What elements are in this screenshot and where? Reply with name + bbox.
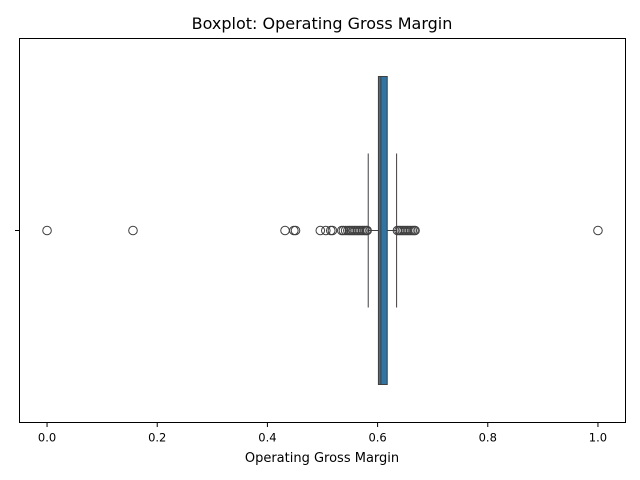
x-tick-label: 0.2 — [148, 431, 166, 445]
outliers — [42, 225, 603, 236]
outlier-point — [280, 225, 290, 236]
x-axis-ticks: 0.0 0.2 0.4 0.6 0.8 1.0 — [38, 422, 607, 445]
box-group — [367, 76, 398, 385]
outlier-point — [290, 225, 301, 236]
outlier-point — [593, 225, 603, 236]
x-tick-label: 0.4 — [258, 431, 276, 445]
outlier-point — [362, 225, 372, 236]
outlier-point — [410, 225, 420, 236]
chart-title: Boxplot: Operating Gross Margin — [192, 14, 453, 33]
outlier-point — [338, 225, 349, 236]
outlier-point — [321, 225, 331, 236]
outlier-point — [42, 225, 52, 236]
outlier-point — [315, 225, 326, 236]
plot-area — [19, 38, 626, 423]
x-tick-label: 0.6 — [368, 431, 386, 445]
outlier-point — [128, 225, 138, 236]
x-tick-label: 0.0 — [38, 431, 56, 445]
x-tick-label: 0.8 — [479, 431, 497, 445]
x-axis-label: Operating Gross Margin — [245, 451, 399, 466]
x-tick-label: 1.0 — [589, 431, 607, 445]
outlier-point — [327, 225, 338, 236]
iqr-box — [377, 76, 388, 385]
